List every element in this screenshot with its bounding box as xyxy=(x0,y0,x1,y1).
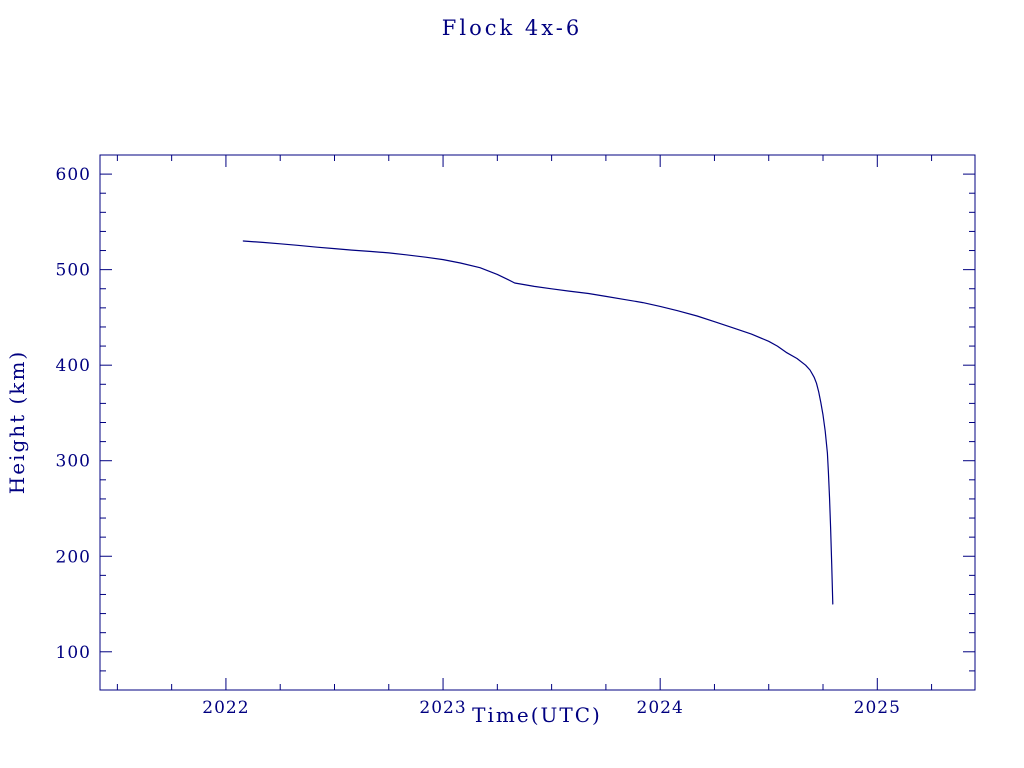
x-tick-label: 2024 xyxy=(637,698,684,718)
y-tick-label: 100 xyxy=(56,643,91,663)
y-axis-label: Height (km) xyxy=(5,349,29,495)
x-tick-label: 2023 xyxy=(419,698,466,718)
plot-frame xyxy=(99,154,976,691)
y-tick-label: 600 xyxy=(56,165,91,185)
y-tick-label: 500 xyxy=(56,261,91,281)
decay-line xyxy=(242,240,834,605)
x-tick-label: 2022 xyxy=(202,698,249,718)
x-tick-label: 2025 xyxy=(854,698,901,718)
x-axis-label: Time(UTC) xyxy=(472,703,602,727)
y-tick-label: 200 xyxy=(56,547,91,567)
chart-title: Flock 4x-6 xyxy=(441,16,583,40)
y-tick-label: 300 xyxy=(56,452,91,472)
y-tick-label: 400 xyxy=(56,356,91,376)
